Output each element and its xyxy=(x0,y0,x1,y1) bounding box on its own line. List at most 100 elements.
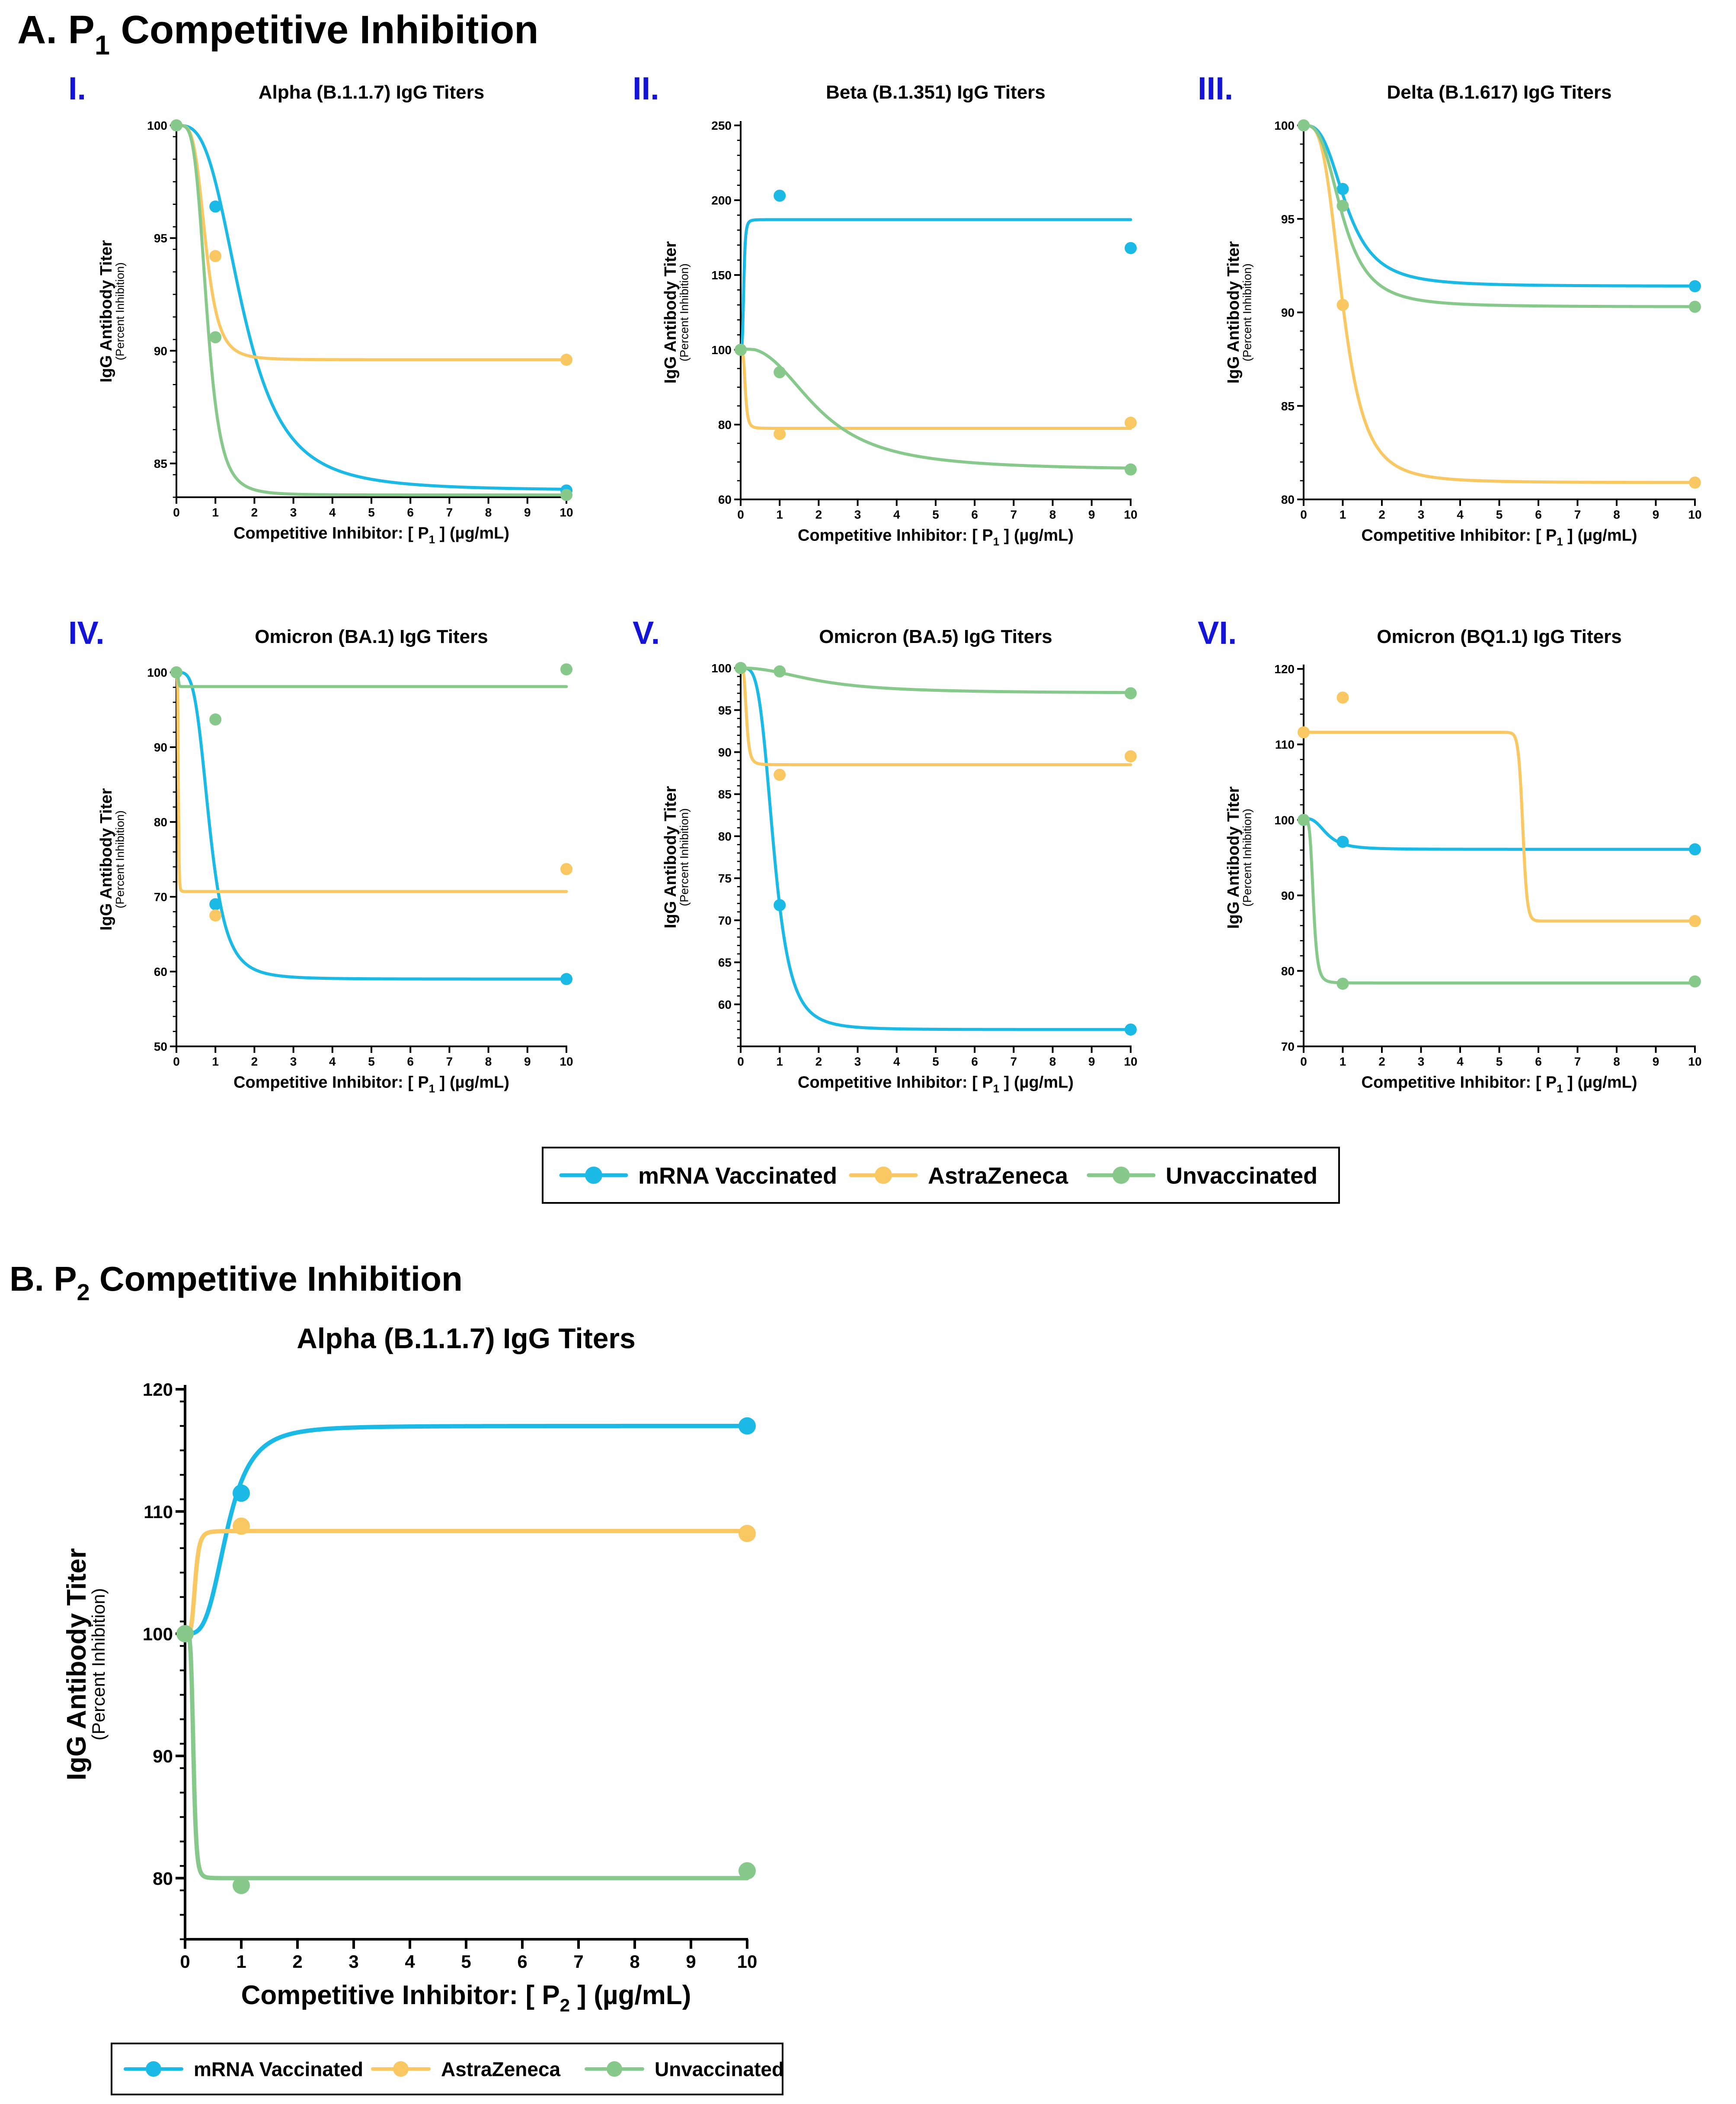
x-axis-label-part-2: ] (µg/mL) xyxy=(435,524,509,543)
x-tick-label: 3 xyxy=(854,1055,861,1068)
fit-curve-unvax xyxy=(1302,124,1697,308)
legend-label-astra: AstraZeneca xyxy=(441,2058,561,2081)
y-tick-label: 85 xyxy=(154,457,167,470)
x-axis-label-part-2: ] (µg/mL) xyxy=(1563,1074,1637,1092)
legend-swatch-dot-astra xyxy=(875,1167,892,1184)
chart-title: Omicron (BQ1.1) IgG Titers xyxy=(1377,626,1621,647)
legend-swatch-dot-unvax xyxy=(607,2061,622,2077)
x-tick-label: 8 xyxy=(485,505,492,519)
x-tick-label: 8 xyxy=(630,1951,639,1972)
fit-curve-mrna xyxy=(175,671,568,981)
x-tick-label: 5 xyxy=(1496,508,1503,521)
y-tick-label: 90 xyxy=(1281,306,1295,320)
x-tick-label: 1 xyxy=(1340,1055,1346,1068)
y-tick-label: 85 xyxy=(1281,400,1295,413)
y-tick-label: 70 xyxy=(154,890,167,904)
x-tick-label: 4 xyxy=(893,1055,900,1068)
x-axis-label: Competitive Inhibitor: [ P1 ] (µg/mL) xyxy=(233,524,509,546)
x-axis-label-part-1: 1 xyxy=(429,533,435,546)
data-point-unvax xyxy=(170,119,182,131)
legend-swatch-dot-unvax xyxy=(1113,1167,1130,1184)
data-point-mrna xyxy=(1689,843,1701,856)
x-tick-label: 1 xyxy=(776,508,783,521)
x-tick-label: 2 xyxy=(815,1055,822,1068)
data-point-mrna xyxy=(739,1417,756,1435)
fit-curve-mrna xyxy=(1302,817,1697,851)
fit-curve-unvax xyxy=(183,1631,749,1880)
x-axis-label-part-1: 1 xyxy=(1557,1082,1563,1095)
legend-panel-a: mRNA Vaccinated AstraZeneca Unvaccinated xyxy=(542,1147,1340,1204)
legend-label-astra: AstraZeneca xyxy=(928,1163,1068,1189)
x-tick-label: 10 xyxy=(1688,1055,1701,1068)
data-point-mrna xyxy=(774,899,786,911)
x-tick-label: 0 xyxy=(173,1055,180,1068)
x-tick-label: 4 xyxy=(329,1055,336,1068)
y-tick-label: 80 xyxy=(153,1868,173,1889)
x-tick-label: 6 xyxy=(1535,1055,1542,1068)
data-point-unvax xyxy=(1298,119,1310,131)
data-point-unvax xyxy=(735,662,747,674)
x-tick-label: 3 xyxy=(1418,1055,1425,1068)
x-tick-label: 7 xyxy=(1574,508,1581,521)
x-tick-label: 4 xyxy=(1457,1055,1464,1068)
x-axis-label: Competitive Inhibitor: [ P1 ] (µg/mL) xyxy=(798,527,1074,548)
y-tick-label: 100 xyxy=(147,119,167,132)
y-tick-label: 90 xyxy=(154,344,167,358)
x-tick-label: 0 xyxy=(737,1055,744,1068)
y-axis-sublabel: (Percent Inhibition) xyxy=(88,1588,109,1741)
data-point-unvax xyxy=(735,344,747,356)
data-point-mrna xyxy=(1689,280,1701,292)
x-tick-label: 7 xyxy=(1010,508,1017,521)
chart-panel-7: Alpha (B.1.1.7) IgG Titers80901001101200… xyxy=(62,1322,757,2015)
y-tick-label: 200 xyxy=(711,194,732,207)
y-axis-sublabel: (Percent Inhibition) xyxy=(678,808,691,906)
x-tick-label: 2 xyxy=(1378,1055,1385,1068)
x-tick-label: 4 xyxy=(405,1951,415,1972)
x-tick-label: 5 xyxy=(368,505,375,519)
x-tick-label: 10 xyxy=(737,1951,758,1972)
x-tick-label: 6 xyxy=(1535,508,1542,521)
y-tick-label: 90 xyxy=(718,746,732,759)
data-point-astra xyxy=(560,354,572,366)
x-tick-label: 5 xyxy=(1496,1055,1503,1068)
y-axis-sublabel: (Percent Inhibition) xyxy=(678,263,691,361)
x-tick-label: 2 xyxy=(292,1951,302,1972)
data-point-mrna xyxy=(774,189,786,202)
data-point-unvax xyxy=(176,1625,194,1643)
legend-swatch-dot-mrna xyxy=(585,1167,602,1184)
chart-title: Alpha (B.1.1.7) IgG Titers xyxy=(297,1322,636,1354)
section-b-heading-part-0: B. P xyxy=(10,1260,77,1298)
x-tick-label: 3 xyxy=(290,505,297,519)
y-axis-label: IgG Antibody Titer xyxy=(97,788,115,931)
x-tick-label: 5 xyxy=(461,1951,471,1972)
fit-curve-astra xyxy=(739,666,1132,767)
x-axis-label-part-0: Competitive Inhibitor: [ P xyxy=(798,527,993,545)
legend-label-unvax: Unvaccinated xyxy=(1166,1163,1317,1189)
x-axis-label-part-1: 1 xyxy=(1557,535,1563,548)
x-tick-label: 3 xyxy=(348,1951,358,1972)
x-tick-label: 9 xyxy=(1088,508,1095,521)
data-point-unvax xyxy=(739,1862,756,1880)
y-tick-label: 120 xyxy=(143,1379,173,1400)
fit-curve-unvax xyxy=(739,347,1132,470)
legend-label-mrna: mRNA Vaccinated xyxy=(638,1163,837,1189)
y-tick-label: 100 xyxy=(1274,119,1295,132)
data-point-unvax xyxy=(1336,978,1349,990)
chart-title: Beta (B.1.351) IgG Titers xyxy=(826,82,1045,103)
section-b-heading: B. P2 Competitive Inhibition xyxy=(10,1260,463,1305)
x-tick-label: 0 xyxy=(1300,1055,1307,1068)
x-tick-label: 3 xyxy=(854,508,861,521)
data-point-unvax xyxy=(209,331,222,343)
y-tick-label: 100 xyxy=(143,1624,173,1644)
chart-title: Alpha (B.1.1.7) IgG Titers xyxy=(259,82,484,103)
y-axis-label: IgG Antibody Titer xyxy=(662,786,680,929)
x-axis-label: Competitive Inhibitor: [ P1 ] (µg/mL) xyxy=(1362,1074,1637,1095)
y-tick-label: 70 xyxy=(1281,1040,1295,1053)
x-axis-label-part-0: Competitive Inhibitor: [ P xyxy=(241,1980,560,2010)
data-point-unvax xyxy=(209,713,222,726)
section-b-heading-part-2: Competitive Inhibition xyxy=(90,1260,463,1298)
x-tick-label: 1 xyxy=(236,1951,246,1972)
x-tick-label: 0 xyxy=(180,1951,190,1972)
